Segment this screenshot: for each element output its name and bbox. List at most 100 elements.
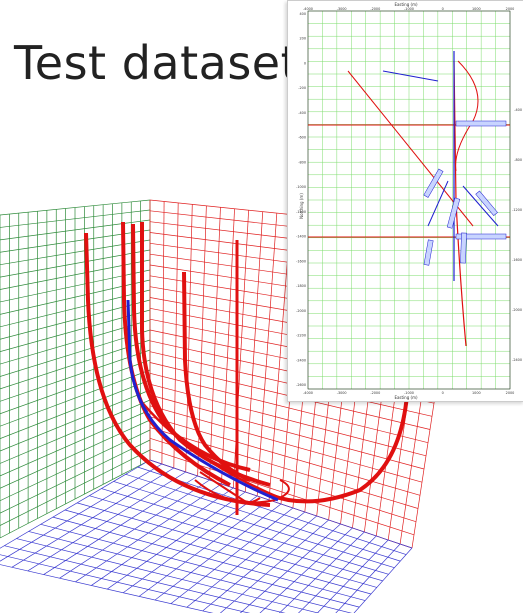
plot-frame (307, 10, 511, 390)
x-tick-label: -1000 (404, 7, 414, 11)
left-grid-wall (0, 199, 151, 539)
trajectory-1 (84, 232, 271, 507)
x-tick-label: 1000 (472, 7, 481, 11)
x-tick-labels-top: -4000 -3000 -2000 -1000 0 1000 2000 (303, 7, 514, 11)
y-tick-label: -2600 (296, 383, 306, 387)
right-tick-labels: -400 -800 -1200 -1600 -2000 -2400 (512, 108, 522, 362)
grid-line (149, 372, 429, 444)
left-axis-label: Northing (m) (299, 193, 304, 219)
plan-view-grid (307, 10, 511, 390)
x-tick-label: 1000 (472, 391, 481, 395)
y-tick-label: -400 (298, 111, 306, 115)
grid-line (0, 409, 151, 477)
floor-grid (0, 459, 413, 613)
y-tick-label: -2000 (296, 309, 306, 313)
y-tick-label: -600 (298, 136, 306, 140)
grid-line (0, 419, 151, 489)
y-tick-label: -2400 (296, 358, 306, 362)
trajectory-10 (199, 471, 261, 504)
grid-line (149, 416, 421, 496)
x-tick-label: -1000 (404, 391, 414, 395)
grid-line (0, 339, 151, 390)
top-axis-label: Easting (m) (394, 2, 418, 7)
x-tick-labels-bottom: -4000 -3000 -2000 -1000 0 1000 2000 (303, 391, 514, 395)
slide-title: Test dataset (14, 36, 300, 90)
right-tick-label: -2000 (512, 308, 522, 312)
y-tick-label: -800 (298, 160, 306, 164)
diagonal-trace (347, 70, 474, 227)
grid-line (0, 349, 151, 402)
grid-line (316, 539, 389, 613)
label-box-7 (423, 239, 434, 266)
x-tick-label: -2000 (370, 7, 380, 11)
grid-line (149, 437, 417, 523)
y-tick-label: 200 (300, 37, 306, 41)
label-box-4 (446, 197, 461, 229)
grid-line (0, 379, 151, 439)
y-tick-label: 400 (300, 12, 306, 16)
grid-line (149, 394, 425, 470)
x-tick-label: 2000 (506, 7, 515, 11)
y-tick-label: -2200 (296, 334, 306, 338)
x-tick-label: -2000 (370, 391, 380, 395)
right-tick-label: -800 (514, 158, 522, 162)
grid-line (149, 459, 413, 549)
right-tick-label: -1600 (512, 258, 522, 262)
label-box-6 (475, 190, 498, 217)
plan-view-inset: Easting (m) -4000 -3000 -2000 -1000 0 1000 200… (287, 0, 523, 402)
grid-line (125, 473, 401, 562)
y-tick-labels: 400 200 0 -200 -400 -600 -800 -1000 -1200 -1400 -1… (296, 12, 306, 387)
grid-line (0, 439, 151, 514)
plan-traces (308, 51, 510, 347)
grid-line (137, 466, 407, 555)
grid-line (0, 463, 163, 562)
grid-line (0, 359, 151, 415)
label-box-1 (455, 120, 507, 127)
grid-line (113, 481, 395, 569)
blue-trace-c (462, 185, 499, 227)
grid-line (0, 389, 151, 452)
y-tick-label: -1800 (296, 284, 306, 288)
x-tick-label: -3000 (337, 391, 347, 395)
grid-line (0, 209, 151, 228)
grid-line (278, 531, 365, 613)
trajectory-8 (139, 399, 281, 500)
y-tick-label: -200 (298, 86, 306, 90)
x-tick-label: 2000 (506, 391, 515, 395)
x-tick-label: -4000 (303, 7, 313, 11)
right-tick-label: -1200 (512, 208, 522, 212)
grid-line (0, 554, 251, 613)
grid-line (28, 531, 353, 613)
grid-line (101, 488, 389, 575)
y-tick-label: -1200 (296, 210, 306, 214)
grid-line (149, 383, 427, 457)
grid-line (0, 564, 214, 613)
grid-line (52, 516, 366, 601)
x-tick-label: -3000 (337, 7, 347, 11)
bottom-axis-label: Easting (m) (394, 395, 418, 400)
grid-line (89, 495, 383, 582)
trajectory-7 (269, 379, 410, 504)
trajectory-5 (182, 271, 251, 482)
y-tick-label: -1600 (296, 259, 306, 263)
label-box-2 (455, 233, 507, 240)
grid-line (77, 502, 377, 588)
label-box-5 (460, 232, 467, 264)
grid-line (0, 449, 151, 526)
y-tick-label: 0 (304, 61, 306, 65)
blue-trace-a (382, 70, 439, 82)
reference-trajectory (126, 299, 279, 502)
right-tick-label: -400 (514, 108, 522, 112)
grid-line (0, 369, 151, 427)
grid-line (4, 545, 286, 613)
grid-line (0, 199, 151, 216)
right-tick-label: -2400 (512, 358, 522, 362)
grid-line (0, 459, 151, 539)
plan-view-chart: Easting (m) -4000 -3000 -2000 -1000 0 1000 200… (288, 1, 523, 401)
blue-trace-b (427, 180, 449, 227)
y-tick-label: -1000 (296, 185, 306, 189)
grid-line (149, 427, 419, 509)
x-tick-label: 0 (442, 391, 444, 395)
well-trajectories (84, 221, 410, 515)
grid-line (16, 538, 320, 613)
